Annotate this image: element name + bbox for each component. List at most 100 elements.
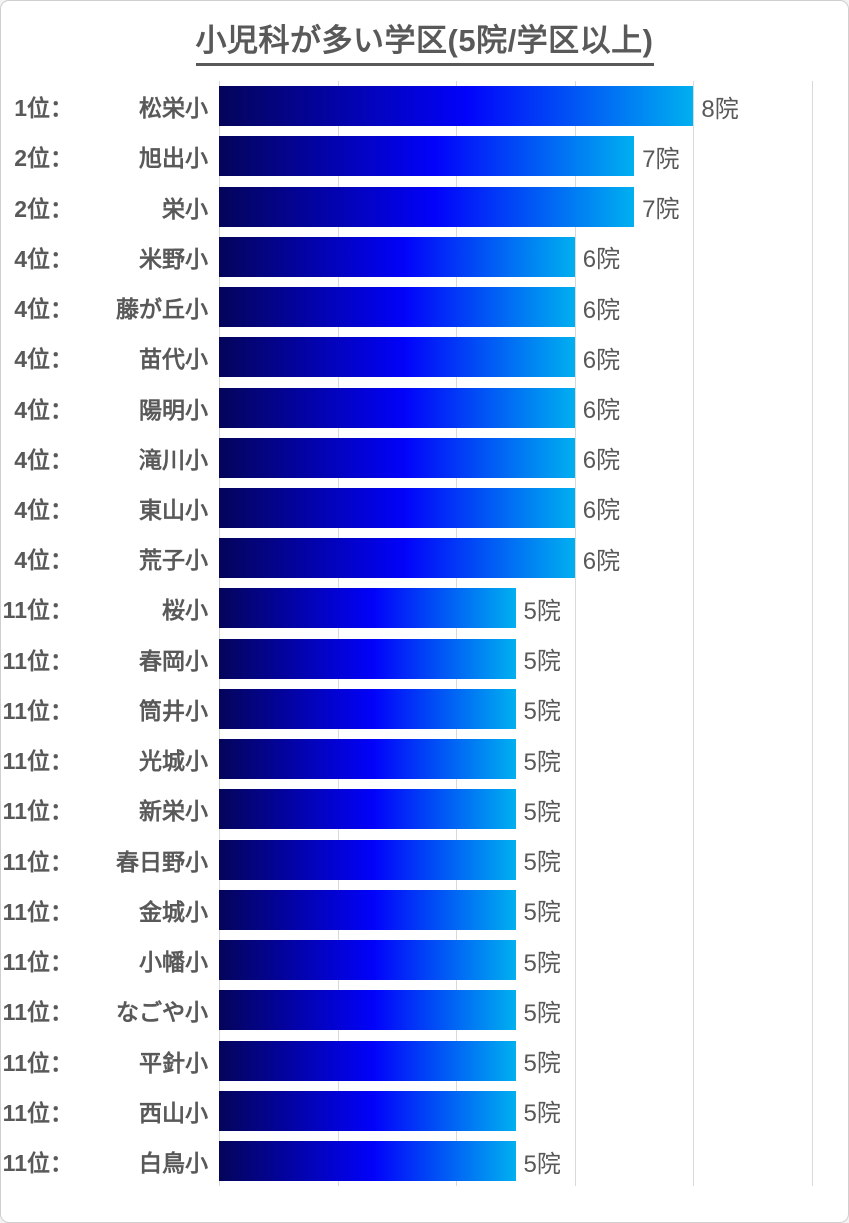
rank-label: 11位： [2, 848, 73, 875]
bar-cell: 7院 [219, 131, 848, 181]
bar-row: 11位： 春岡小 5院 [1, 634, 848, 684]
rank-label: 2位： [14, 195, 73, 222]
bar-cell: 5院 [219, 684, 848, 734]
rank-label: 11位： [2, 1099, 73, 1126]
bar-cell: 6院 [219, 533, 848, 583]
bar-row: 11位： 光城小 5院 [1, 734, 848, 784]
value-label: 6院 [582, 397, 621, 425]
rank-label: 2位： [14, 145, 73, 172]
school-name-label: 荒子小 [139, 547, 208, 574]
gridline [812, 81, 813, 1186]
value-bar [219, 839, 516, 880]
rank-label: 4位： [14, 547, 73, 574]
bar-row: 4位： 陽明小 6院 [1, 382, 848, 432]
plot-area [219, 81, 813, 1186]
rank-label: 4位： [14, 396, 73, 423]
bar-row: 11位： 春日野小 5院 [1, 835, 848, 885]
bar-row: 1位： 松栄小 8院 [1, 81, 848, 131]
value-label: 5院 [523, 798, 561, 826]
gridline [456, 81, 458, 1186]
bar-row: 2位： 旭出小 7院 [1, 131, 848, 181]
rank-label: 11位： [2, 647, 73, 674]
value-bar [219, 86, 694, 127]
school-name-label: 栄小 [162, 195, 208, 222]
bar-row: 4位： 荒子小 6院 [1, 533, 848, 583]
school-name-label: 金城小 [139, 898, 208, 925]
value-bar [219, 387, 575, 428]
bar-rows-container: 1位： 松栄小 8院 2位： 旭出小 7院 2位： 栄小 7院 4位： 米野小 … [1, 81, 848, 1186]
school-name-label: 春日野小 [116, 848, 208, 875]
value-label: 5院 [523, 748, 561, 776]
school-name-label: 小幡小 [139, 949, 208, 976]
bar-row: 4位： 東山小 6院 [1, 483, 848, 533]
bar-row: 11位： 桜小 5院 [1, 583, 848, 633]
bar-row: 2位： 栄小 7院 [1, 181, 848, 231]
rank-label: 11位： [2, 949, 73, 976]
rank-label: 4位： [14, 296, 73, 323]
bar-row: 4位： 米野小 6院 [1, 232, 848, 282]
value-bar [219, 1040, 516, 1081]
school-name-label: 東山小 [139, 496, 208, 523]
value-bar [219, 487, 575, 528]
value-bar [219, 889, 516, 930]
value-label: 6院 [582, 296, 621, 324]
rank-label: 11位： [2, 697, 73, 724]
value-label: 5院 [523, 1100, 561, 1128]
school-name-label: 藤が丘小 [116, 296, 208, 323]
value-bar [219, 588, 516, 629]
school-name-label: 筒井小 [139, 697, 208, 724]
school-name-label: 白鳥小 [139, 1150, 208, 1177]
value-label: 5院 [523, 648, 561, 676]
rank-label: 11位： [2, 748, 73, 775]
school-name-label: 桜小 [162, 597, 208, 624]
rank-label: 11位： [2, 798, 73, 825]
school-name-label: 平針小 [139, 1049, 208, 1076]
gridline [219, 81, 220, 1186]
value-bar [219, 538, 575, 579]
value-bar [219, 990, 516, 1031]
school-name-label: 旭出小 [139, 145, 208, 172]
value-bar [219, 940, 516, 981]
school-name-label: 苗代小 [139, 346, 208, 373]
value-label: 5院 [523, 1150, 561, 1178]
value-label: 5院 [523, 849, 561, 877]
value-label: 6院 [582, 346, 621, 374]
bar-cell: 8院 [219, 81, 848, 131]
school-name-label: 松栄小 [139, 95, 208, 122]
school-name-label: 滝川小 [139, 446, 208, 473]
bar-row: 4位： 藤が丘小 6院 [1, 282, 848, 332]
rank-label: 11位： [2, 898, 73, 925]
value-label: 5院 [523, 1050, 561, 1078]
value-label: 6院 [582, 447, 621, 475]
bar-row: 11位： なごや小 5院 [1, 985, 848, 1035]
bar-row: 11位： 筒井小 5院 [1, 684, 848, 734]
value-label: 7院 [642, 196, 680, 224]
bar-cell: 7院 [219, 181, 848, 231]
bar-cell: 5院 [219, 1136, 848, 1186]
chart-title: 小児科が多い学区(5院/学区以上) [195, 15, 654, 66]
value-bar [219, 337, 575, 378]
value-bar [219, 638, 516, 679]
value-label: 6院 [582, 246, 621, 274]
bar-row: 11位： 白鳥小 5院 [1, 1136, 848, 1186]
gridline [693, 81, 695, 1186]
value-label: 6院 [582, 547, 621, 575]
value-bar [219, 789, 516, 830]
value-label: 5院 [523, 698, 561, 726]
rank-label: 4位： [14, 245, 73, 272]
bar-row: 4位： 苗代小 6院 [1, 332, 848, 382]
school-name-label: 光城小 [139, 748, 208, 775]
bar-cell: 5院 [219, 1086, 848, 1136]
bar-cell: 5院 [219, 935, 848, 985]
school-name-label: 春岡小 [139, 647, 208, 674]
rank-label: 11位： [2, 597, 73, 624]
value-bar [219, 688, 516, 729]
value-bar [219, 1090, 516, 1131]
rank-label: 4位： [14, 496, 73, 523]
bar-row: 11位： 西山小 5院 [1, 1086, 848, 1136]
bar-cell: 6院 [219, 232, 848, 282]
school-name-label: 新栄小 [139, 798, 208, 825]
bar-row: 11位： 金城小 5院 [1, 885, 848, 935]
bar-cell: 6院 [219, 433, 848, 483]
bar-row: 11位： 平針小 5院 [1, 1035, 848, 1085]
